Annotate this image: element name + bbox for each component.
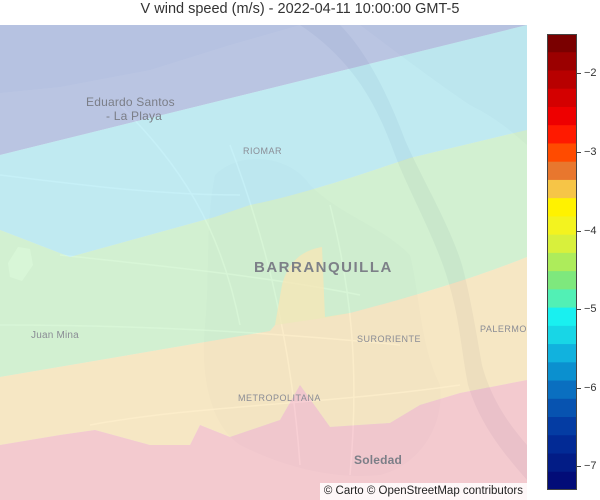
chart-title: V wind speed (m/s) - 2022-04-11 10:00:00… (140, 1, 460, 17)
colorbar-segment (547, 344, 577, 363)
band-4 (0, 247, 527, 445)
colorbar-segment (547, 34, 577, 53)
colorbar-segment (547, 125, 577, 145)
band-south (0, 380, 527, 500)
basemap (0, 25, 527, 500)
colorbar-segment (547, 307, 577, 327)
colorbar-segment (547, 252, 577, 272)
place-label-eduardo-santos: Eduardo Santos (86, 95, 175, 109)
colorbar-tick-label: −6 (577, 382, 597, 394)
colorbar-segment (547, 289, 577, 309)
place-label-metropolitana: METROPOLITANA (238, 393, 321, 403)
colorbar-segment (547, 143, 577, 163)
colorbar-segment (547, 234, 577, 254)
band-3 (0, 130, 527, 377)
place-label-suroriente: SURORIENTE (357, 334, 422, 344)
colorbar-segment (547, 380, 577, 400)
colorbar-tick-label: −2 (577, 67, 597, 79)
colorbar-segment (547, 453, 577, 473)
colorbar (547, 34, 577, 490)
colorbar-segment (547, 471, 577, 490)
place-label-riomar: RIOMAR (243, 146, 282, 156)
colorbar-segment (547, 325, 577, 345)
colorbar-segment (547, 271, 577, 290)
colorbar-tick-label: −5 (577, 303, 597, 315)
colorbar-segment (547, 106, 577, 126)
place-label-la-playa: - La Playa (106, 109, 163, 123)
colorbar-segment (547, 417, 577, 436)
colorbar-segment (547, 435, 577, 455)
colorbar-tick-label: −3 (577, 146, 597, 158)
colorbar-segment (547, 398, 577, 418)
place-label-palermo: PALERMO (480, 324, 527, 334)
place-label-soledad: Soledad (354, 453, 403, 467)
colorbar-segment (547, 161, 577, 181)
place-label-juan-mina: Juan Mina (31, 330, 79, 341)
colorbar-tick-label: −7 (577, 460, 597, 472)
map-attribution[interactable]: © Carto © OpenStreetMap contributors (319, 483, 527, 500)
colorbar-segment (547, 52, 577, 72)
colorbar-segment (547, 70, 577, 90)
colorbar-segment (547, 362, 577, 382)
contour-bands (0, 25, 527, 500)
colorbar-segment (547, 179, 577, 199)
band-2 (0, 25, 527, 257)
colorbar-segment (547, 198, 577, 217)
colorbar-tick-label: −4 (577, 225, 597, 237)
place-label-barranquilla: BARRANQUILLA (254, 259, 393, 276)
map-panel[interactable]: Eduardo Santos - La Playa RIOMAR BARRANQ… (0, 25, 527, 500)
colorbar-segment (547, 88, 577, 108)
colorbar-segment (547, 216, 577, 236)
